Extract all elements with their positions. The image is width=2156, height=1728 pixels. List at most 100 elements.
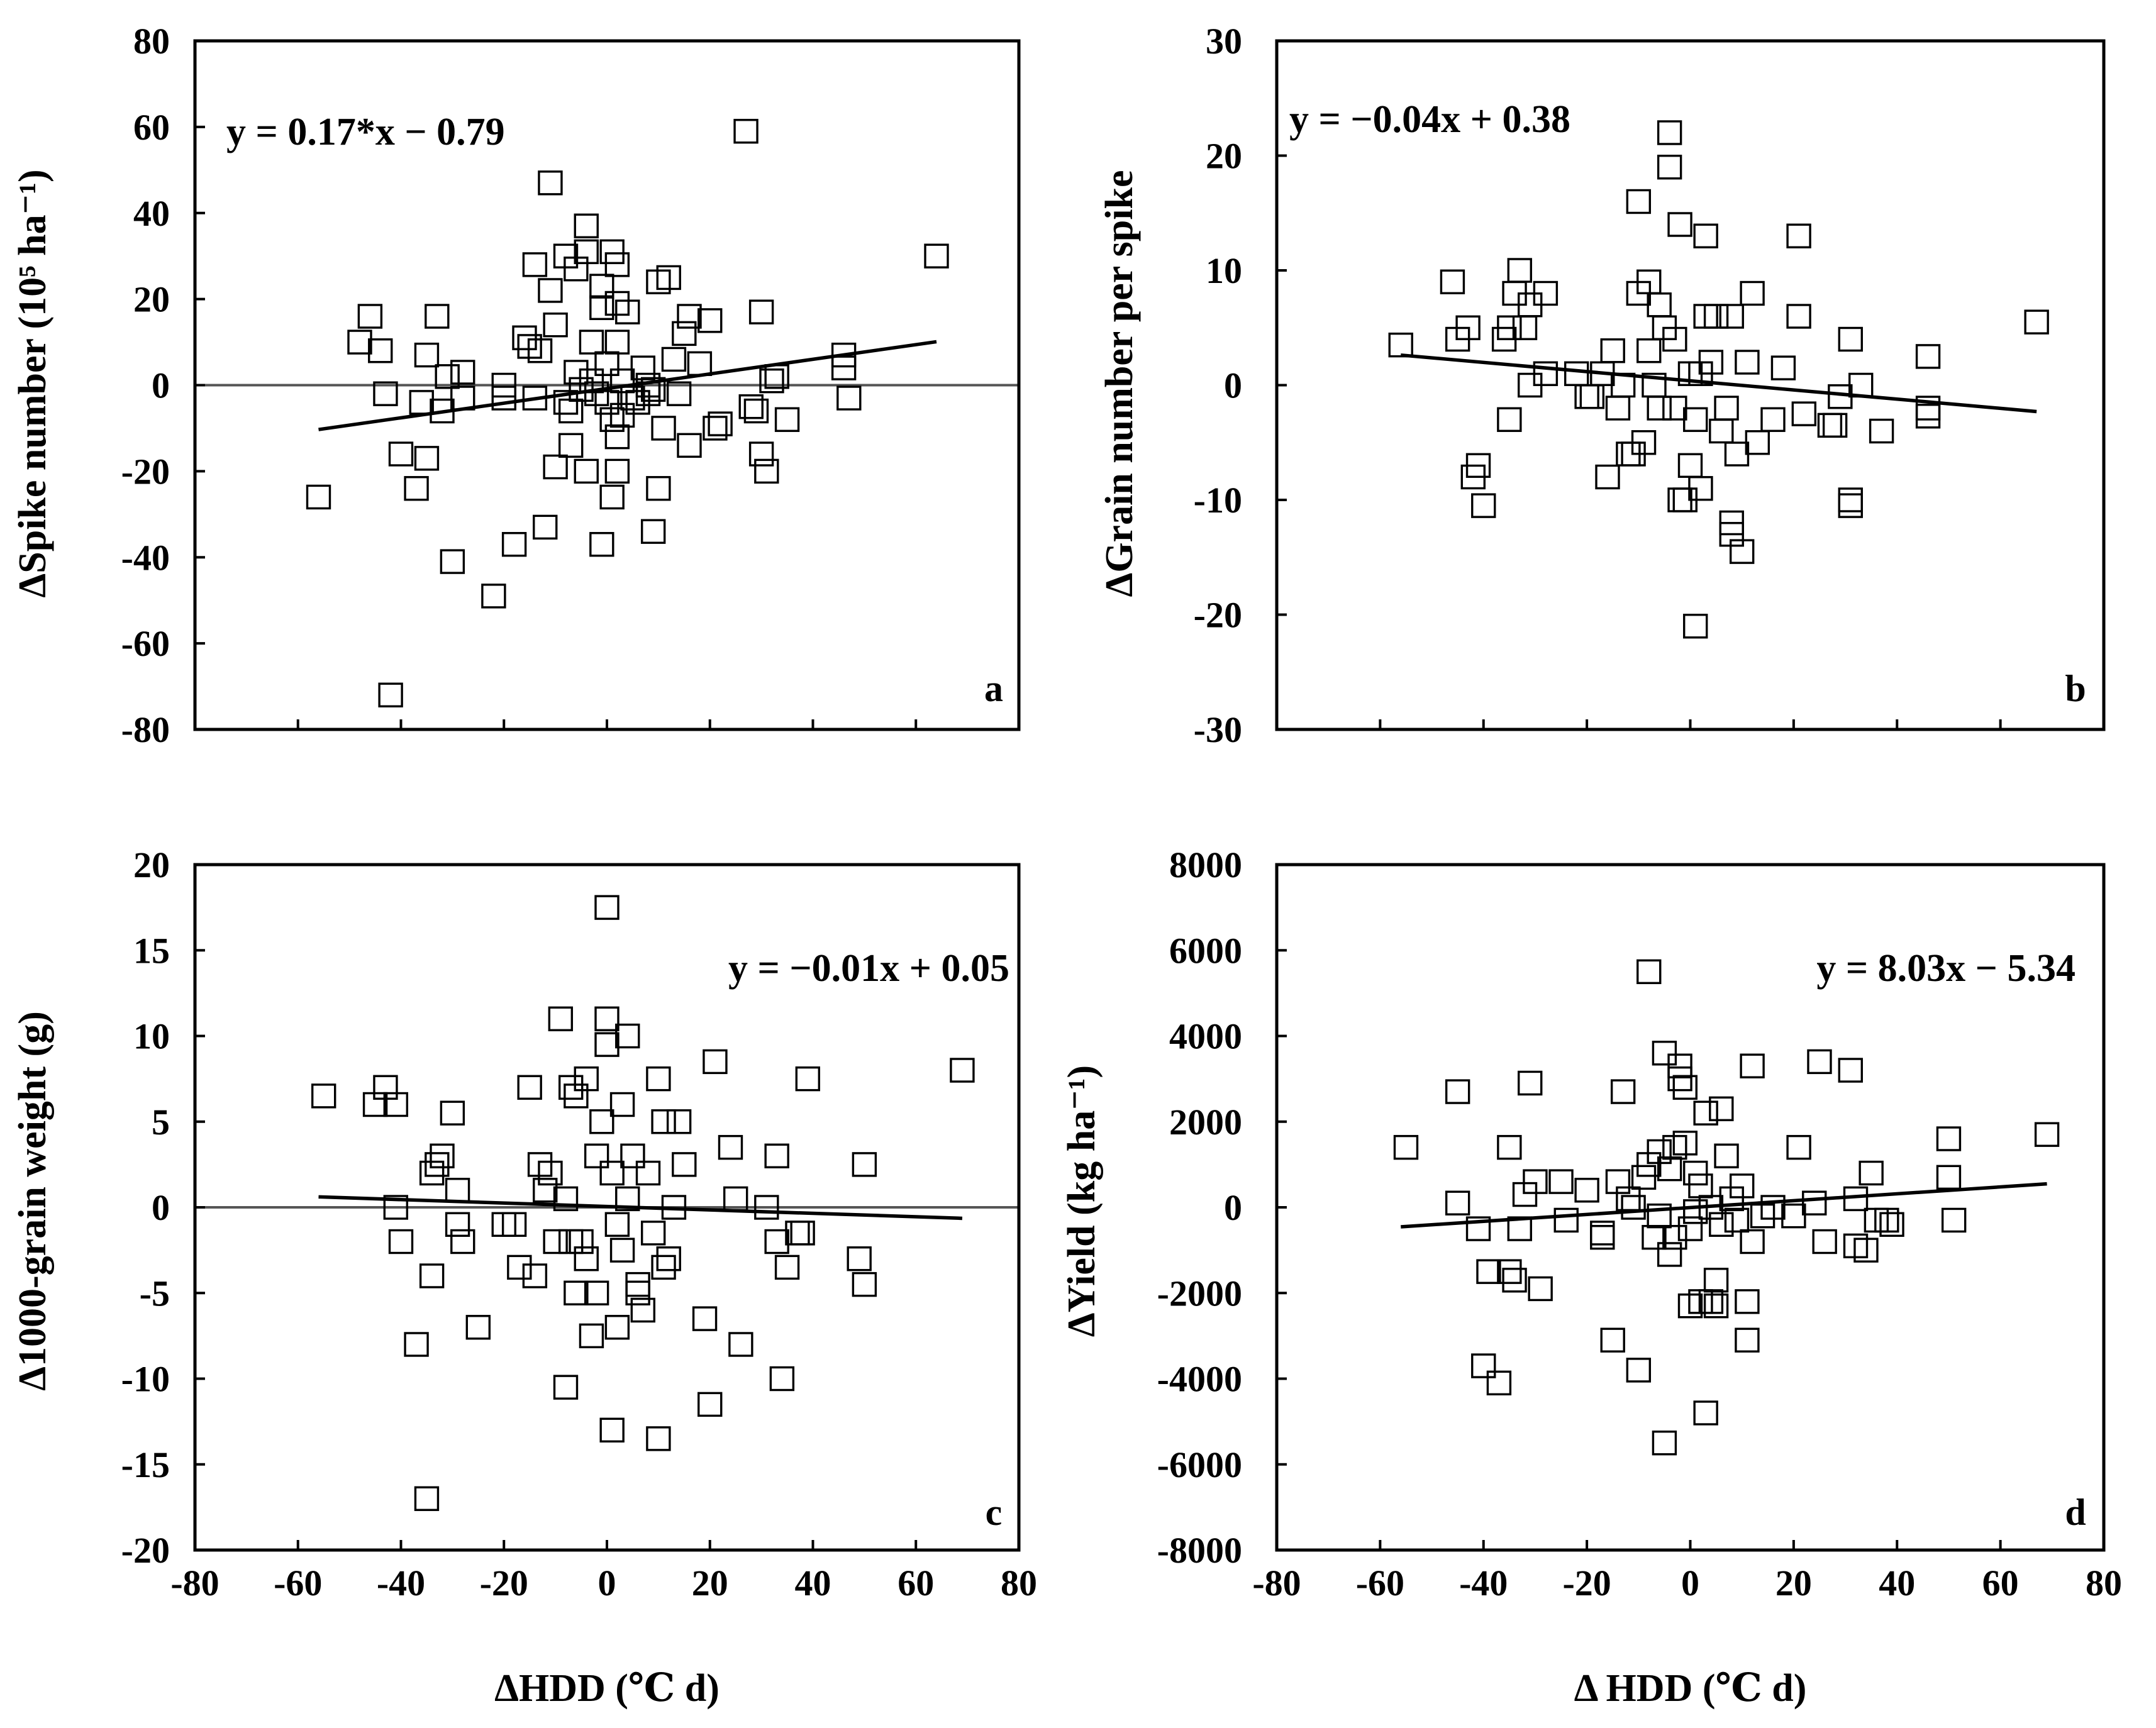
data-point	[677, 433, 702, 458]
x-tick-label: 60	[1982, 1563, 2019, 1603]
data-point	[748, 299, 774, 324]
data-point	[1683, 1199, 1708, 1224]
data-point	[579, 1323, 604, 1349]
data-point	[1647, 292, 1672, 318]
data-point	[1838, 487, 1863, 512]
data-point	[640, 519, 666, 544]
data-point	[1812, 1229, 1837, 1254]
data-point	[1874, 1207, 1899, 1233]
data-point	[1626, 189, 1652, 214]
data-point	[1502, 1268, 1527, 1293]
data-point	[1528, 1276, 1553, 1302]
data-point	[604, 252, 630, 277]
data-point	[1636, 338, 1662, 363]
data-point	[594, 895, 620, 920]
data-point	[373, 381, 398, 406]
data-point	[1828, 384, 1853, 409]
data-point	[635, 1160, 661, 1186]
data-point	[543, 454, 568, 480]
panel-letter: d	[2065, 1492, 2086, 1533]
data-point	[558, 433, 584, 458]
data-point	[733, 119, 758, 144]
data-point	[1683, 614, 1708, 639]
data-point	[430, 1143, 455, 1168]
data-point	[1709, 418, 1734, 444]
data-point	[306, 484, 331, 510]
x-axis-title: Δ HDD (℃ d)	[1574, 1667, 1807, 1710]
data-point	[1786, 304, 1811, 329]
data-point	[574, 1066, 599, 1092]
data-point	[1724, 1207, 1750, 1233]
data-point	[1590, 1224, 1615, 1250]
y-tick-label: 0	[152, 1187, 170, 1228]
regression-line	[1401, 1182, 2047, 1229]
data-point	[1657, 120, 1682, 145]
data-point	[404, 1332, 429, 1357]
data-point	[651, 416, 676, 441]
regression-line	[1401, 353, 2037, 414]
data-point	[388, 1229, 414, 1254]
y-axis-title: ΔSpike number (10⁵ ha⁻¹)	[11, 169, 54, 597]
data-point	[425, 1152, 450, 1177]
data-point	[383, 1195, 409, 1220]
y-tick-label: -10	[1194, 480, 1242, 521]
data-point	[558, 398, 584, 424]
data-point	[569, 1229, 594, 1254]
x-tick-label: 40	[1879, 1563, 1915, 1603]
data-point	[625, 1271, 650, 1297]
data-point	[378, 682, 403, 707]
data-point	[440, 1100, 465, 1126]
data-point	[564, 360, 589, 385]
data-point	[620, 385, 645, 411]
data-point	[703, 1049, 728, 1075]
data-point	[764, 1143, 789, 1168]
data-point	[435, 364, 460, 389]
data-point	[1760, 1195, 1786, 1220]
data-point	[646, 476, 671, 501]
data-point	[672, 1152, 697, 1177]
y-tick-label: -60	[121, 623, 170, 664]
data-point	[1688, 1173, 1713, 1199]
x-tick-label: 0	[598, 1563, 616, 1603]
data-point	[574, 458, 599, 484]
data-point	[1936, 1165, 1962, 1190]
data-point	[1714, 396, 1739, 421]
data-point	[311, 1083, 336, 1109]
data-point	[1677, 1216, 1703, 1241]
y-tick-label: 20	[133, 279, 170, 320]
data-point	[589, 295, 614, 321]
data-point	[574, 239, 599, 265]
data-point	[1652, 1430, 1677, 1456]
data-point	[1817, 413, 1843, 438]
data-point	[1879, 1212, 1904, 1237]
data-point	[517, 1075, 542, 1100]
y-tick-label: -80	[121, 709, 170, 750]
data-point	[646, 1066, 671, 1092]
y-tick-label: 40	[133, 193, 170, 234]
regression-equation: y = −0.01x + 0.05	[728, 947, 1009, 990]
data-point	[440, 549, 465, 574]
y-tick-label: 20	[1206, 136, 1242, 177]
data-point	[609, 1238, 635, 1263]
data-point	[533, 1178, 558, 1203]
data-point	[718, 1134, 743, 1160]
data-point	[1729, 1173, 1755, 1199]
data-point	[589, 274, 614, 299]
data-point	[1667, 487, 1692, 512]
data-point	[1631, 1165, 1657, 1190]
data-point	[1672, 1075, 1698, 1100]
panel-b: -30 -20 -10 0 10 20 30 ΔGrain number per spike y…	[1098, 21, 2106, 750]
y-tick-label: -30	[1194, 709, 1242, 750]
data-point	[666, 1109, 692, 1134]
y-tick-label: 6000	[1169, 930, 1242, 971]
y-tick-label: -20	[1194, 595, 1242, 636]
data-point	[445, 1212, 470, 1237]
data-point	[651, 1254, 676, 1280]
data-point	[604, 458, 630, 484]
y-tick-label: 20	[133, 845, 170, 885]
data-point	[615, 299, 640, 324]
panel-a: -80 -60 -40 -20 0 20 40 60 80 ΔSpike number (10⁵ …	[11, 21, 1021, 750]
x-axis-title: ΔHDD (℃ d)	[494, 1667, 720, 1710]
x-tick-label: -40	[1459, 1563, 1508, 1603]
